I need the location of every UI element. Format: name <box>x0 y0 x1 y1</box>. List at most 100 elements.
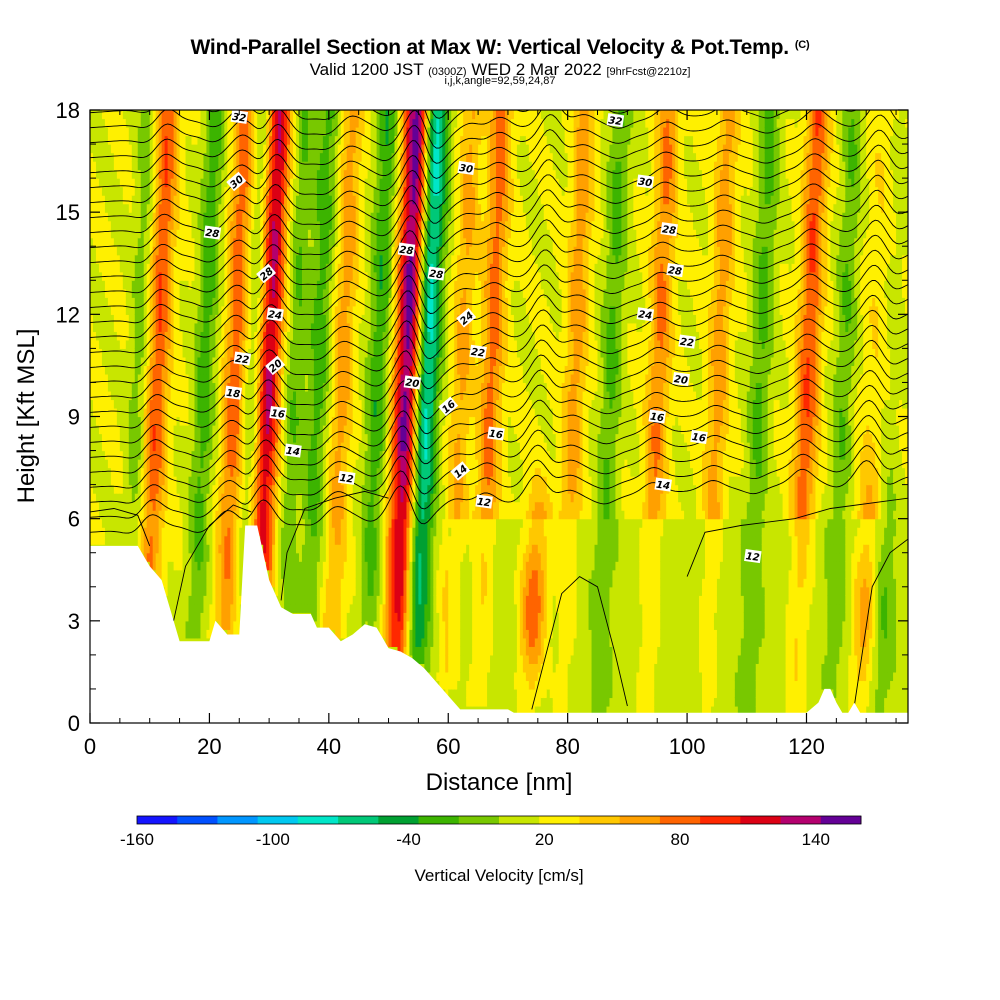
field-cell <box>143 348 148 358</box>
field-cell <box>200 629 205 639</box>
field-cell <box>149 544 154 554</box>
field-cell <box>161 305 166 315</box>
field-cell <box>197 518 202 528</box>
field-cell <box>197 535 202 545</box>
field-cell <box>182 586 187 596</box>
field-cell <box>200 246 205 256</box>
field-cell <box>167 152 172 162</box>
field-cell <box>140 433 145 443</box>
field-cell <box>90 144 94 154</box>
field-cell <box>107 118 112 128</box>
field-cell <box>185 356 190 367</box>
field-cell <box>164 314 169 324</box>
field-cell <box>209 246 214 256</box>
field-cell <box>110 493 115 503</box>
field-cell <box>95 322 100 332</box>
field-cell <box>161 382 166 392</box>
field-cell <box>164 229 169 239</box>
field-cell <box>185 586 190 596</box>
field-cell <box>122 527 127 537</box>
field-cell <box>149 135 154 145</box>
field-cell <box>131 144 136 154</box>
field-cell <box>197 195 202 205</box>
field-cell <box>104 382 109 392</box>
field-cell <box>164 212 169 222</box>
field-cell <box>203 493 208 503</box>
field-cell <box>212 195 216 205</box>
field-cell <box>152 220 157 230</box>
field-cell <box>149 348 154 358</box>
field-cell <box>167 586 172 596</box>
chart-title-text: Wind-Parallel Section at Max W: Vertical… <box>190 36 790 59</box>
field-cell <box>107 169 112 179</box>
field-cell <box>197 322 202 332</box>
field-cell <box>101 390 106 401</box>
field-cell <box>146 322 151 332</box>
field-cell <box>203 382 208 392</box>
field-cell <box>194 263 199 273</box>
field-cell <box>185 535 190 545</box>
field-cell <box>107 246 112 256</box>
field-cell <box>125 484 130 494</box>
field-cell <box>140 544 145 554</box>
field-cell <box>170 442 175 452</box>
field-cell <box>107 152 112 162</box>
field-cell <box>203 152 208 162</box>
field-cell <box>155 561 160 571</box>
field-cell <box>158 314 163 324</box>
field-cell <box>176 220 181 230</box>
field-cell <box>188 620 193 630</box>
field-cell <box>191 178 196 188</box>
field-cell <box>197 603 202 613</box>
field-cell <box>188 339 193 349</box>
field-cell <box>161 212 166 222</box>
field-cell <box>206 535 211 545</box>
field-cell <box>155 144 160 154</box>
field-cell <box>155 510 160 520</box>
field-cell <box>206 425 211 435</box>
field-cell <box>155 373 160 384</box>
field-cell <box>173 510 178 520</box>
field-cell <box>119 442 124 452</box>
field-cell <box>209 407 214 418</box>
field-cell <box>176 433 181 443</box>
field-cell <box>209 348 214 358</box>
field-cell <box>167 442 172 452</box>
field-cell <box>185 501 190 511</box>
field-cell <box>182 271 187 281</box>
field-cell <box>92 535 97 545</box>
field-cell <box>116 161 121 171</box>
field-cell <box>191 220 196 230</box>
field-cell <box>179 297 184 307</box>
field-cell <box>179 399 184 409</box>
field-cell <box>197 390 202 401</box>
field-cell <box>146 161 151 171</box>
field-cell <box>161 118 166 128</box>
field-cell <box>182 450 187 460</box>
field-cell <box>131 356 136 367</box>
field-cell <box>200 535 205 545</box>
field-cell <box>200 110 205 120</box>
field-cell <box>182 501 187 511</box>
field-cell <box>212 297 216 307</box>
field-cell <box>191 569 196 579</box>
field-cell <box>125 229 130 239</box>
field-cell <box>194 212 199 222</box>
field-cell <box>116 373 121 384</box>
field-cell <box>185 246 190 256</box>
field-cell <box>179 518 184 528</box>
field-cell <box>146 127 151 137</box>
field-cell <box>194 629 199 639</box>
field-cell <box>95 178 100 188</box>
field-cell <box>206 118 211 128</box>
field-cell <box>167 220 172 230</box>
field-cell <box>104 373 109 384</box>
field-cell <box>158 544 163 554</box>
field-cell <box>170 467 175 477</box>
field-cell <box>197 476 202 486</box>
field-cell <box>176 373 181 384</box>
field-cell <box>116 407 121 418</box>
field-cell <box>110 365 115 375</box>
field-cell <box>200 425 205 435</box>
field-cell <box>104 220 109 230</box>
